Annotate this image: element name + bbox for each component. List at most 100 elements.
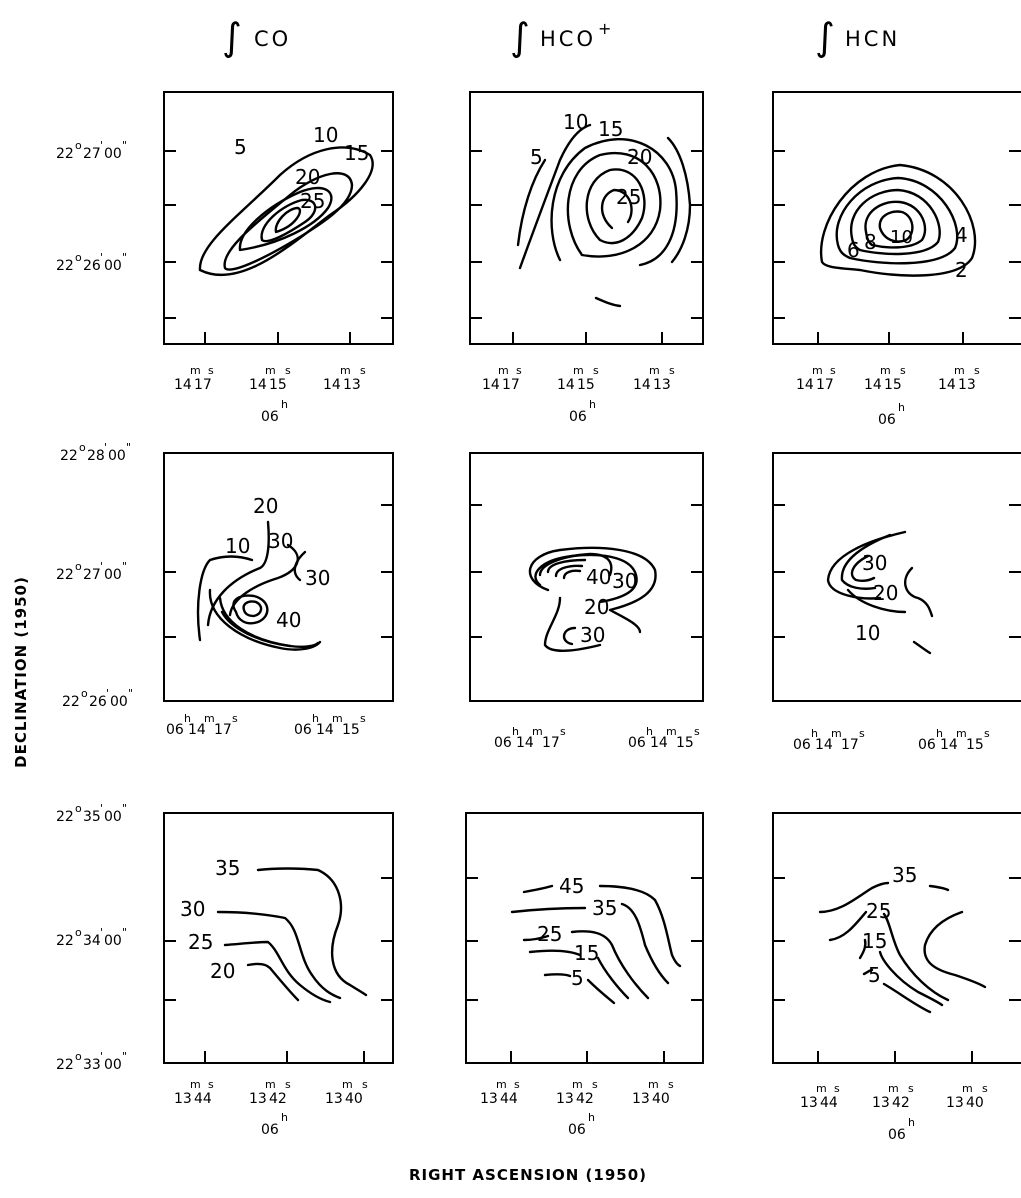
svg-text:17: 17 bbox=[542, 735, 560, 751]
row-3-dec-labels: 22 o 35 ' 00 " 22 o 34 ' 00 " 22 o 33 ' … bbox=[56, 802, 127, 1073]
tick-marks bbox=[470, 150, 703, 344]
svg-text:s: s bbox=[208, 364, 214, 377]
contour-label: 45 bbox=[559, 874, 584, 898]
svg-text:14: 14 bbox=[174, 377, 192, 393]
svg-text:o: o bbox=[75, 1050, 82, 1063]
contour-line bbox=[586, 978, 616, 1005]
dec-tick-label: 22 o 26 ' 00 " bbox=[62, 687, 133, 710]
contour-label: 15 bbox=[598, 117, 623, 141]
contour-label: 35 bbox=[215, 856, 240, 880]
svg-text:14: 14 bbox=[940, 737, 958, 753]
svg-text:06: 06 bbox=[628, 735, 646, 751]
svg-text:06: 06 bbox=[569, 409, 587, 425]
svg-text:42: 42 bbox=[892, 1095, 910, 1111]
molecule-label: HCN bbox=[845, 27, 900, 51]
svg-text:s: s bbox=[669, 364, 675, 377]
svg-text:13: 13 bbox=[946, 1095, 964, 1111]
panel-frame bbox=[465, 812, 704, 1064]
svg-text:40: 40 bbox=[652, 1091, 670, 1107]
svg-text:42: 42 bbox=[269, 1091, 287, 1107]
contour-line bbox=[858, 938, 867, 960]
svg-text:13: 13 bbox=[872, 1095, 890, 1111]
contour-line bbox=[538, 552, 613, 577]
svg-text:m: m bbox=[888, 1082, 899, 1095]
svg-text:m: m bbox=[573, 364, 584, 377]
contour-label: 30 bbox=[180, 897, 205, 921]
svg-text:15: 15 bbox=[884, 377, 902, 393]
ra-hours-label: 06 h bbox=[261, 398, 288, 425]
svg-text:h: h bbox=[646, 725, 653, 738]
contour-label: 20 bbox=[627, 145, 652, 169]
contour-label: 20 bbox=[253, 494, 278, 518]
contour-line bbox=[196, 555, 254, 642]
svg-text:14: 14 bbox=[938, 377, 956, 393]
ra-tick-label: 06 h 14 m 15 s bbox=[918, 727, 990, 753]
tick-marks bbox=[773, 504, 1021, 638]
svg-text:06: 06 bbox=[918, 737, 936, 753]
svg-text:s: s bbox=[360, 364, 366, 377]
svg-text:m: m bbox=[532, 725, 543, 738]
svg-text:': ' bbox=[100, 139, 103, 152]
svg-text:s: s bbox=[208, 1078, 214, 1091]
svg-text:': ' bbox=[106, 687, 109, 700]
svg-text:26: 26 bbox=[89, 694, 107, 710]
contour-line bbox=[242, 600, 263, 618]
svg-text:m: m bbox=[342, 1078, 353, 1091]
column-heading-co: ∫ CO bbox=[222, 15, 288, 59]
svg-text:42: 42 bbox=[576, 1091, 594, 1107]
svg-text:17: 17 bbox=[502, 377, 520, 393]
svg-text:26: 26 bbox=[83, 258, 101, 274]
svg-text:17: 17 bbox=[841, 737, 859, 753]
svg-text:m: m bbox=[649, 364, 660, 377]
contour-line bbox=[256, 867, 368, 997]
svg-text:15: 15 bbox=[966, 737, 984, 753]
svg-text:06: 06 bbox=[878, 412, 896, 428]
svg-text:h: h bbox=[589, 398, 596, 411]
integral-sign: ∫ bbox=[815, 15, 838, 59]
y-axis-label: DECLINATION (1950) bbox=[12, 576, 30, 768]
molecule-superscript: + bbox=[598, 19, 611, 38]
contour-line bbox=[528, 949, 582, 957]
dec-tick-label: 22 o 26 ' 00 " bbox=[56, 251, 127, 274]
tick-marks bbox=[164, 504, 393, 638]
dec-tick-label: 22 o 27 ' 00 " bbox=[56, 139, 127, 162]
svg-text:m: m bbox=[648, 1078, 659, 1091]
svg-text:00: 00 bbox=[108, 448, 126, 464]
contour-label: 10 bbox=[563, 110, 588, 134]
svg-text:14: 14 bbox=[864, 377, 882, 393]
svg-text:13: 13 bbox=[174, 1091, 192, 1107]
svg-text:": " bbox=[122, 926, 127, 939]
contour-line bbox=[228, 543, 299, 617]
contour-line bbox=[666, 136, 692, 264]
svg-text:s: s bbox=[830, 364, 836, 377]
contour-label: 25 bbox=[188, 930, 213, 954]
svg-text:": " bbox=[122, 139, 127, 152]
contour-label: 6 bbox=[847, 238, 860, 262]
svg-text:06: 06 bbox=[888, 1127, 906, 1143]
contour-label: 40 bbox=[586, 565, 611, 589]
svg-text:00: 00 bbox=[104, 567, 122, 583]
svg-text:': ' bbox=[100, 560, 103, 573]
svg-text:h: h bbox=[312, 712, 319, 725]
svg-text:06: 06 bbox=[166, 722, 184, 738]
contour-line bbox=[510, 906, 587, 914]
contour-line bbox=[534, 553, 638, 604]
contour-label: 25 bbox=[300, 189, 325, 213]
contour-label: 30 bbox=[268, 529, 293, 553]
svg-text:22: 22 bbox=[56, 809, 74, 825]
svg-text:": " bbox=[122, 251, 127, 264]
svg-text:m: m bbox=[962, 1082, 973, 1095]
tick-marks bbox=[466, 877, 703, 1063]
svg-text:17: 17 bbox=[214, 722, 232, 738]
contour-line bbox=[818, 881, 890, 914]
